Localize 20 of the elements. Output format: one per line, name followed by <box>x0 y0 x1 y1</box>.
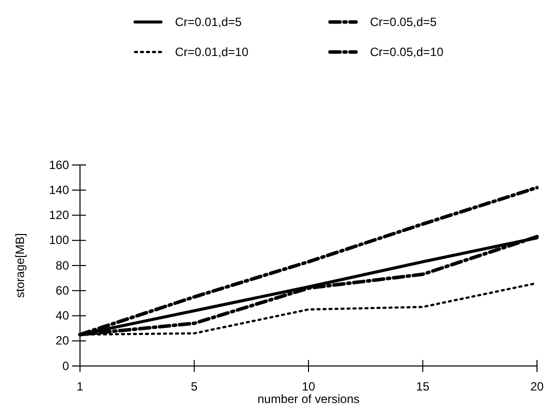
x-tick-label: 1 <box>76 380 84 394</box>
x-tick-label: 15 <box>416 380 430 394</box>
legend-label: Cr=0.01,d=5 <box>175 15 242 29</box>
y-tick-label: 140 <box>48 182 70 197</box>
y-tick-label: 100 <box>48 233 70 248</box>
x-axis-title: number of versions <box>257 392 360 406</box>
x-tick-label: 5 <box>190 380 198 394</box>
y-tick-label: 160 <box>48 158 70 172</box>
y-tick-label: 120 <box>48 208 70 222</box>
legend-label: Cr=0.01,d=10 <box>175 45 249 59</box>
y-tick-label: 0 <box>62 358 70 373</box>
y-tick-label: 80 <box>56 258 70 272</box>
y-axis-title: storage[MB] <box>13 233 27 298</box>
x-tick-label: 20 <box>530 380 544 394</box>
y-tick-label: 40 <box>56 308 70 323</box>
x-tick-label: 10 <box>302 380 316 394</box>
legend-label: Cr=0.05,d=5 <box>370 15 438 29</box>
y-tick-label: 20 <box>56 334 70 348</box>
legend-label: Cr=0.05,d=10 <box>370 45 444 59</box>
y-tick-label: 60 <box>56 283 70 298</box>
